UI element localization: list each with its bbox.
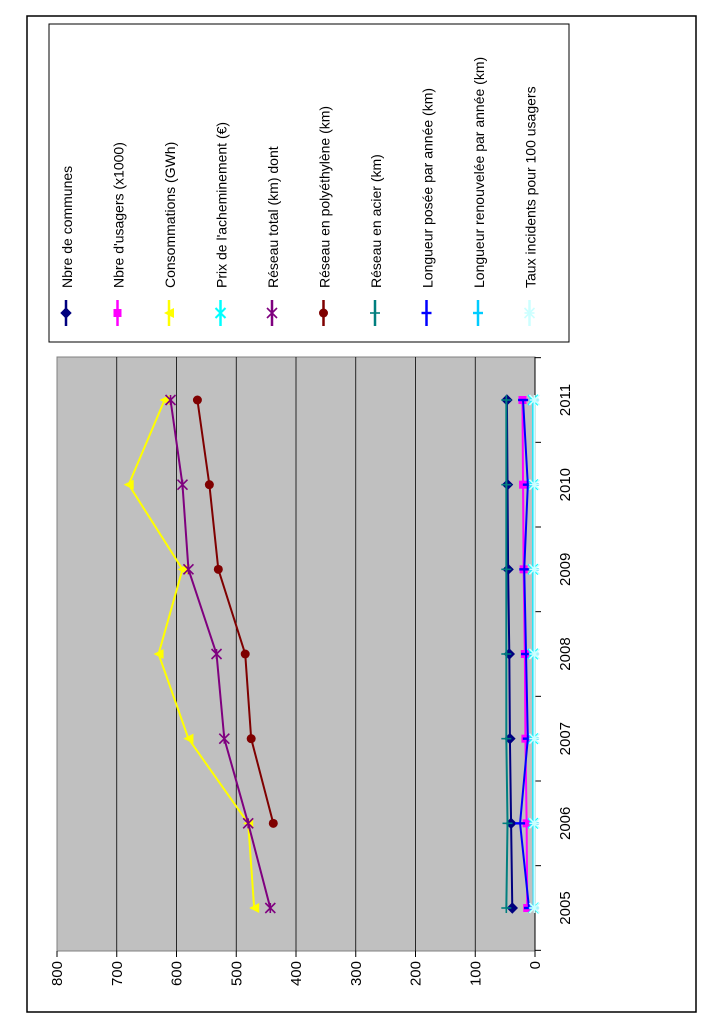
category-tick-label: 2011 [557,384,574,416]
data-point [501,903,512,913]
category-tick-label: 2005 [557,891,574,924]
legend-label: Réseau total (km) dont [265,146,281,288]
data-point [268,818,278,828]
legend-item: Prix de l'acheminement (€) [214,122,230,326]
value-tick-label: 500 [228,961,245,986]
data-point [210,648,223,660]
legend-label: Longueur renouvelée par année (km) [471,57,487,288]
data-point [204,480,214,490]
data-point [246,734,256,744]
value-tick-label: 400 [288,961,305,986]
data-point [123,479,134,490]
data-point [370,308,380,318]
data-point [528,902,540,914]
data-point [164,394,177,406]
legend-item: Nbre d'usagers (x1000) [111,142,127,326]
data-point [242,817,254,829]
series-6 [501,395,513,913]
category-tick-label: 2009 [557,553,574,586]
series-4 [164,394,276,914]
category-tick-label: 2010 [557,468,574,501]
data-point [501,479,512,490]
legend-item: Réseau en acier (km) [368,154,384,326]
data-point [506,902,519,914]
data-point [502,818,513,829]
data-point [213,564,223,574]
legend-label: Réseau en polyéthylène (km) [317,106,333,288]
data-point [113,309,122,317]
series-5 [192,395,278,828]
legend-item: Longueur renouvelée par année (km) [471,57,487,326]
data-point [214,307,227,319]
tick-labels: 0 100 200 300 400 500 600 700 800 2005 2006 2007 200… [49,384,574,986]
legend-item: Taux incidents pour 100 usagers [523,86,539,326]
series-line [196,399,275,824]
value-tick-label: 100 [467,961,484,986]
data-point [176,479,189,491]
legend-item: Nbre de communes [59,166,75,326]
data-point [183,733,194,744]
data-point [319,308,328,318]
data-point [153,649,164,659]
value-tick-label: 800 [49,961,66,986]
legend-item: Réseau en polyéthylène (km) [317,106,333,326]
category-tick-label: 2006 [557,807,574,840]
series-lines [123,394,540,914]
value-tick-label: 700 [109,961,126,986]
data-point [249,903,260,913]
data-point [264,902,276,914]
legend-label: Prix de l'acheminement (€) [214,122,230,288]
value-tick-label: 200 [408,961,425,986]
legend-label: Réseau en acier (km) [368,154,384,288]
data-point [528,733,540,745]
data-point [60,307,72,319]
data-point [218,733,230,745]
legend-item: Réseau total (km) dont [265,146,281,326]
data-point [528,817,540,829]
data-point [501,564,512,575]
legend-label: Nbre d'usagers (x1000) [111,142,127,288]
data-point [240,649,250,659]
data-point [522,819,531,828]
legend-box [48,23,570,343]
value-tick-label: 300 [348,961,365,986]
series-9 [528,394,540,914]
legend-label: Nbre de communes [59,166,75,288]
legend-item: Longueur posée par année (km) [420,88,436,326]
data-point [528,479,540,491]
data-point [501,395,512,405]
data-point [266,307,278,319]
data-point [501,649,512,659]
legend-label: Consommations (GWh) [162,142,178,288]
data-point [523,307,536,319]
data-point [528,563,540,575]
data-point [501,733,512,744]
legend-label: Taux incidents pour 100 usagers [523,86,539,288]
legend: Nbre de communes Nbre d'usagers (x1000) Co… [59,57,539,326]
data-point [164,308,174,318]
gridlines [116,357,476,951]
data-point [528,394,540,406]
data-point [528,648,540,660]
category-tick-label: 2007 [557,722,574,755]
value-tick-label: 600 [169,961,186,986]
value-tick-label: 0 [527,961,544,969]
data-point [192,395,202,405]
category-tick-label: 2008 [557,637,574,670]
data-point [182,563,195,575]
legend-item: Consommations (GWh) [162,142,178,326]
legend-label: Longueur posée par année (km) [420,88,436,288]
